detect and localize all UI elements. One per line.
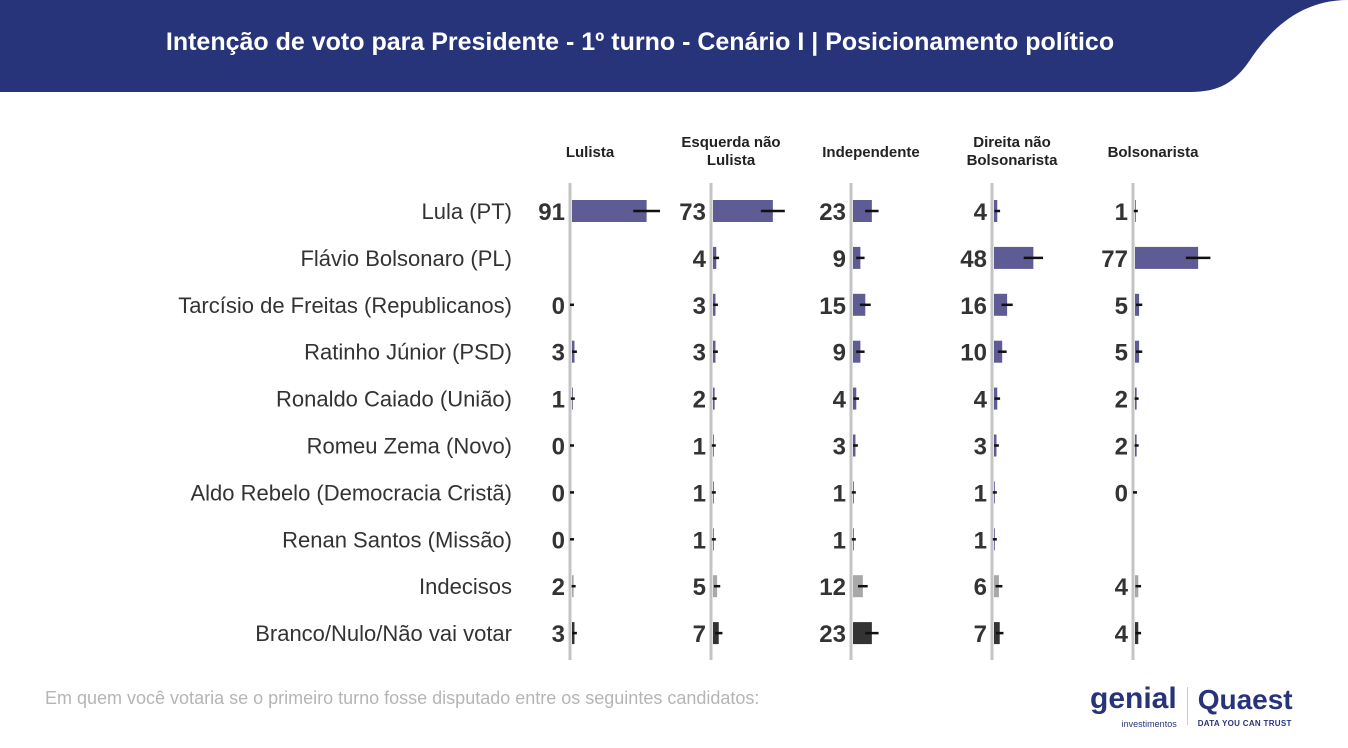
- bar: [713, 200, 773, 222]
- data-label: 3: [552, 340, 565, 367]
- column-header: Lulista: [566, 144, 615, 161]
- quaest-logo: Quaest DATA YOU CAN TRUST: [1198, 684, 1293, 729]
- bar: [853, 575, 863, 598]
- data-label: 4: [1115, 621, 1129, 648]
- data-label: 3: [833, 434, 846, 461]
- bar: [994, 293, 1008, 316]
- row-label: Aldo Rebelo (Democracia Cristã): [190, 480, 512, 505]
- genial-logo: genial investimentos: [1090, 682, 1177, 730]
- data-label: 12: [819, 574, 846, 601]
- bar: [853, 200, 872, 222]
- data-label: 0: [1115, 480, 1128, 507]
- data-label: 3: [693, 293, 706, 320]
- data-label: 1: [833, 480, 846, 507]
- row-label: Ratinho Júnior (PSD): [304, 340, 512, 365]
- data-label: 3: [693, 340, 706, 367]
- data-label: 4: [1115, 574, 1129, 601]
- data-label: 1: [693, 527, 706, 554]
- data-label: 2: [552, 574, 565, 601]
- data-label: 4: [974, 387, 988, 414]
- bar: [572, 200, 647, 222]
- data-label: 0: [552, 527, 565, 554]
- data-label: 48: [960, 246, 987, 273]
- data-label: 1: [974, 480, 987, 507]
- row-label: Flávio Bolsonaro (PL): [300, 246, 512, 271]
- row-label: Ronaldo Caiado (União): [276, 387, 512, 412]
- data-label: 9: [833, 340, 846, 367]
- data-label: 0: [552, 293, 565, 320]
- row-label: Branco/Nulo/Não vai votar: [255, 621, 512, 646]
- column-header: Independente: [822, 144, 920, 161]
- data-label: 4: [833, 387, 847, 414]
- data-label: 23: [819, 621, 846, 648]
- data-label: 10: [960, 340, 987, 367]
- bar: [853, 293, 866, 316]
- header-banner: [0, 0, 1348, 92]
- data-label: 5: [1115, 293, 1128, 320]
- data-label: 16: [960, 293, 987, 320]
- data-label: 0: [552, 434, 565, 461]
- data-label: 91: [538, 199, 565, 226]
- bar: [994, 246, 1034, 269]
- row-label: Tarcísio de Freitas (Republicanos): [178, 293, 512, 318]
- data-label: 1: [974, 527, 987, 554]
- data-label: 2: [1115, 387, 1128, 414]
- data-label: 4: [693, 246, 707, 273]
- data-label: 73: [679, 199, 706, 226]
- column-header: Bolsonarista: [1108, 144, 1200, 161]
- quaest-tagline: DATA YOU CAN TRUST: [1197, 718, 1292, 728]
- data-label: 23: [819, 199, 846, 226]
- data-label: 7: [693, 621, 706, 648]
- data-label: 6: [974, 574, 987, 601]
- row-label: Lula (PT): [422, 199, 512, 224]
- data-label: 5: [1115, 340, 1128, 367]
- data-label: 9: [833, 246, 846, 273]
- data-label: 1: [552, 387, 565, 414]
- data-label: 2: [1115, 434, 1128, 461]
- genial-subtitle: investimentos: [1121, 719, 1177, 729]
- column-header: Direita não: [973, 134, 1051, 151]
- data-label: 4: [974, 199, 988, 226]
- bar: [853, 622, 872, 645]
- logo-divider: [1186, 687, 1188, 725]
- data-label: 7: [974, 621, 987, 648]
- data-label: 1: [833, 527, 846, 554]
- column-header: Esquerda não: [681, 134, 780, 151]
- data-label: 1: [693, 480, 706, 507]
- data-label: 3: [974, 434, 987, 461]
- logos: genial investimentos Quaest DATA YOU CAN T…: [1090, 682, 1293, 730]
- data-label: 0: [552, 480, 565, 507]
- column-header: Bolsonarista: [967, 152, 1059, 169]
- row-label: Renan Santos (Missão): [282, 527, 512, 552]
- row-label: Indecisos: [419, 574, 512, 599]
- data-label: 3: [552, 621, 565, 648]
- row-label: Romeu Zema (Novo): [307, 434, 512, 459]
- data-label: 5: [693, 574, 706, 601]
- genial-wordmark: genial: [1090, 682, 1177, 715]
- quaest-wordmark: Quaest: [1197, 683, 1293, 715]
- footnote: Em quem você votaria se o primeiro turno…: [45, 688, 760, 708]
- page-title: Intenção de voto para Presidente - 1º tu…: [165, 28, 1115, 56]
- bar: [1135, 246, 1199, 269]
- data-label: 1: [693, 434, 706, 461]
- data-label: 77: [1101, 246, 1128, 273]
- data-label: 2: [693, 387, 706, 414]
- data-label: 1: [1115, 199, 1128, 226]
- data-label: 15: [819, 293, 846, 320]
- column-header: Lulista: [707, 152, 756, 169]
